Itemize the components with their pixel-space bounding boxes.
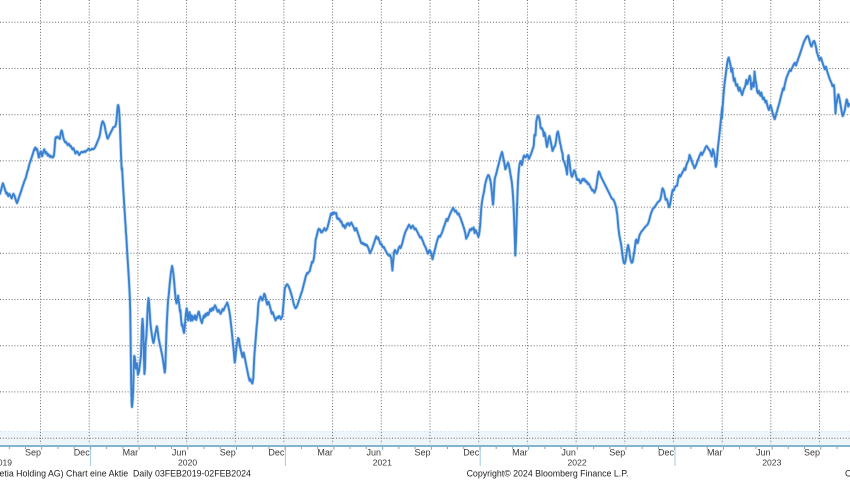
svg-text:Mar: Mar [317,448,333,458]
svg-text:Sep: Sep [220,448,236,458]
svg-text:(Helvetia Holding AG) Chart ei: (Helvetia Holding AG) Chart eine Aktie D… [0,469,251,479]
svg-text:Jun: Jun [172,448,187,458]
svg-text:Co: Co [845,469,850,479]
svg-text:Mar: Mar [707,448,723,458]
svg-text:Copyright© 2024 Bloomberg Fina: Copyright© 2024 Bloomberg Finance L.P. [467,469,629,479]
svg-text:Jun: Jun [756,448,771,458]
svg-text:Jun: Jun [561,448,576,458]
svg-text:Sep: Sep [25,448,41,458]
svg-text:Sep: Sep [804,448,820,458]
svg-text:Jun: Jun [367,448,382,458]
svg-text:2021: 2021 [373,458,392,468]
svg-text:Mar: Mar [512,448,528,458]
svg-text:Mar: Mar [123,448,139,458]
svg-text:2020: 2020 [178,458,197,468]
svg-text:2019: 2019 [0,458,12,468]
svg-text:Dec: Dec [658,448,675,458]
svg-text:Dec: Dec [74,448,91,458]
svg-text:Dec: Dec [463,448,480,458]
svg-text:2022: 2022 [568,458,587,468]
svg-text:2023: 2023 [762,458,781,468]
svg-text:Sep: Sep [609,448,625,458]
svg-text:Sep: Sep [414,448,430,458]
svg-text:Dec: Dec [268,448,285,458]
